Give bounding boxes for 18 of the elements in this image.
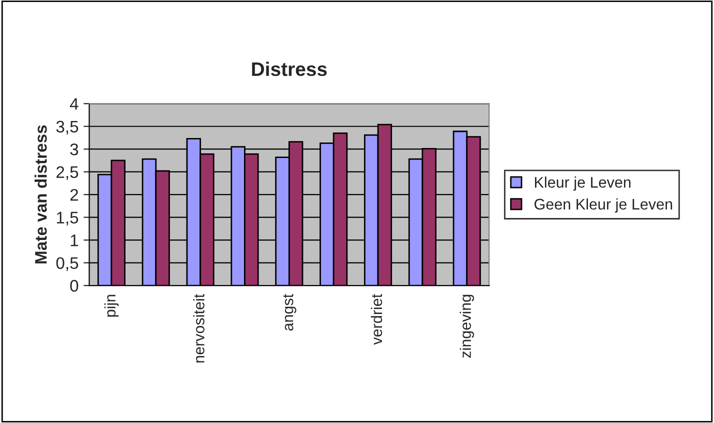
y-tick-label: 0,5	[56, 257, 78, 271]
chart-title: Distress	[252, 62, 327, 76]
y-axis-title: Mate van distress	[34, 125, 47, 264]
x-tick-label: pijn	[104, 294, 119, 317]
x-tick-label: angst	[283, 294, 296, 331]
y-tick-label: 2,5	[56, 166, 78, 180]
y-tick-label: 0	[70, 280, 78, 292]
legend-label: Kleur je Leven	[535, 176, 630, 191]
x-tick-label: nervositeit	[193, 294, 204, 362]
y-tick-label: 3	[70, 144, 78, 156]
y-tick-label: 3,5	[56, 120, 78, 135]
y-tick-label: 4	[70, 98, 78, 110]
y-tick-label: 1,5	[56, 212, 78, 226]
y-tick-label: 1	[70, 234, 78, 246]
x-tick-label: zingeving	[460, 294, 474, 358]
y-tick-label: 2	[70, 188, 78, 201]
legend-label: Geen Kleur je Leven	[534, 198, 672, 213]
x-tick-label: verdriet	[370, 294, 382, 345]
